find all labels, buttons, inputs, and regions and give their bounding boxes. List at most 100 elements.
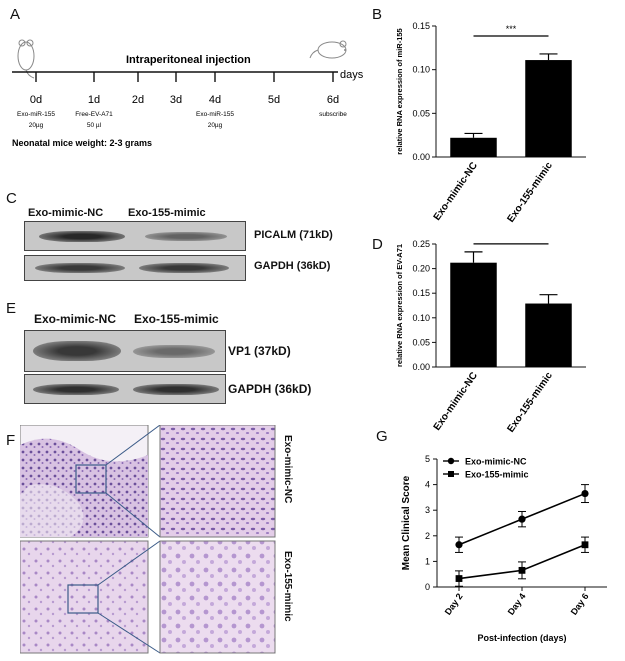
timeline-note: Exo-miR-155 [196, 111, 234, 118]
y-tick-label: 0.05 [412, 108, 430, 118]
histology-155-high-mag [159, 540, 276, 654]
y-axis-label: relative RNA expression of EV-A71 [395, 244, 404, 367]
panel-label-d: D [372, 236, 383, 253]
timeline-day-label: 5d [268, 94, 280, 106]
significance-marker: * [509, 238, 513, 242]
x-tick-label: Day 2 [443, 591, 465, 616]
mouse-icon-end [309, 40, 347, 59]
blot-band [133, 384, 219, 395]
y-axis-label: relative RNA expression of miR-155 [395, 28, 404, 154]
blot-e: Exo-mimic-NC Exo-155-mimic VP1 (37kD) GA… [24, 310, 369, 405]
timeline-day-label: 3d [170, 94, 182, 106]
blot-band [145, 232, 227, 241]
y-tick-label: 5 [425, 454, 430, 464]
histology-images [20, 425, 276, 654]
y-tick-label: 0.20 [412, 264, 430, 274]
blot-band [33, 384, 119, 395]
timeline-day-label: 4d [209, 94, 221, 106]
y-tick-label: 2 [425, 531, 430, 541]
blot-e-label-vp1: VP1 (37kD) [228, 344, 291, 358]
x-tick-label: Exo-mimic-NC [432, 160, 480, 222]
panel-label-g: G [376, 428, 388, 445]
zoom-box-155 [67, 584, 99, 614]
blot-c-lane-2: Exo-155-mimic [128, 207, 206, 219]
zoom-line [105, 492, 161, 538]
data-point [455, 575, 463, 582]
x-axis-label: Post-infection (days) [477, 633, 566, 643]
blot-band [35, 263, 125, 273]
histology-row-label-155: Exo-155-mimic [282, 551, 293, 622]
timeline-note: 20µg [208, 122, 223, 129]
chart-g: 0 1 2 3 4 5 Day 2 Day 4 Day 6 Post-infection (day… [401, 454, 607, 643]
x-tick-label: Day 4 [506, 591, 528, 616]
y-tick-label: 4 [425, 480, 430, 490]
timeline-title: Intraperitoneal injection [126, 54, 251, 66]
y-tick-label: 0.10 [412, 65, 430, 75]
y-axis-label: Mean Clinical Score [401, 475, 412, 570]
blot-c-lane-1: Exo-mimic-NC [28, 207, 104, 219]
bar [525, 303, 572, 367]
mouse-icon-start [17, 39, 35, 79]
legend-label: Exo-mimic-NC [465, 457, 527, 467]
blot-e-row-vp1 [24, 330, 226, 372]
bar [450, 262, 497, 367]
panel-label-f: F [6, 432, 16, 449]
legend-marker [448, 471, 454, 477]
blot-c: Exo-mimic-NC Exo-155-mimic PICALM (71kD)… [24, 205, 364, 285]
timeline-note: Exo-miR-155 [17, 111, 55, 118]
blot-band [39, 231, 125, 242]
zoom-line [105, 425, 161, 466]
y-tick-label: 0.15 [412, 288, 430, 298]
y-tick-label: 0.25 [412, 239, 430, 249]
data-point [455, 541, 463, 549]
data-point [518, 515, 526, 523]
x-tick-label: Exo-mimic-NC [432, 370, 480, 432]
zoom-line [97, 540, 161, 586]
timeline-unit: days [340, 69, 364, 81]
y-tick-label: 0.05 [412, 337, 430, 347]
panel-label-e: E [6, 300, 17, 317]
histology-nc-high-mag [159, 425, 276, 538]
timeline-note: 50 µl [87, 122, 102, 129]
blot-band [33, 341, 121, 361]
y-tick-label: 0.00 [412, 362, 430, 372]
tissue-region [20, 484, 84, 537]
blot-c-label-picalm: PICALM (71kD) [254, 229, 333, 241]
y-tick-label: 0.10 [412, 313, 430, 323]
timeline-day-label: 1d [88, 94, 100, 106]
y-tick-label: 0.15 [412, 21, 430, 31]
legend-marker [447, 457, 455, 465]
panel-label-a: A [10, 6, 21, 23]
timeline-note: Free-EV-A71 [75, 111, 113, 118]
y-tick-label: 0.00 [412, 152, 430, 162]
weight-note: Neonatal mice weight: 2-3 grams [12, 138, 152, 148]
legend-label: Exo-155-mimic [465, 470, 529, 480]
blot-e-row-gapdh [24, 374, 226, 404]
zoom-box-nc [75, 464, 107, 494]
y-tick-label: 3 [425, 505, 430, 515]
x-tick-label: Exo-155-mimic [505, 160, 555, 224]
zoom-line [97, 612, 161, 654]
histology-row-label-nc: Exo-mimic-NC [282, 435, 293, 504]
y-tick-label: 0 [425, 582, 430, 592]
timeline-note: subscribe [319, 111, 347, 118]
blot-e-lane-1: Exo-mimic-NC [34, 312, 117, 326]
bar [450, 137, 497, 157]
blot-band [133, 345, 215, 358]
data-point [581, 541, 589, 549]
data-point [581, 489, 589, 498]
blot-c-row-gapdh [24, 255, 246, 281]
panel-label-c: C [6, 190, 17, 207]
panel-label-b: B [372, 6, 383, 23]
x-tick-label: Day 6 [569, 591, 591, 616]
timeline-day-label: 2d [132, 94, 144, 106]
y-tick-label: 1 [425, 556, 430, 566]
chart-d: 0.00 0.05 0.10 0.15 0.20 0.25 relative RNA exp… [395, 238, 586, 433]
timeline-day-label: 6d [327, 94, 339, 106]
blot-band [139, 263, 229, 273]
blot-e-lane-2: Exo-155-mimic [134, 312, 219, 326]
blot-c-row-picalm [24, 221, 246, 251]
blot-e-label-gapdh: GAPDH (36kD) [228, 382, 312, 396]
timeline-day-label: 0d [30, 94, 42, 106]
histology-panel: Exo-mimic-NC Exo-155-mimic [20, 425, 360, 655]
